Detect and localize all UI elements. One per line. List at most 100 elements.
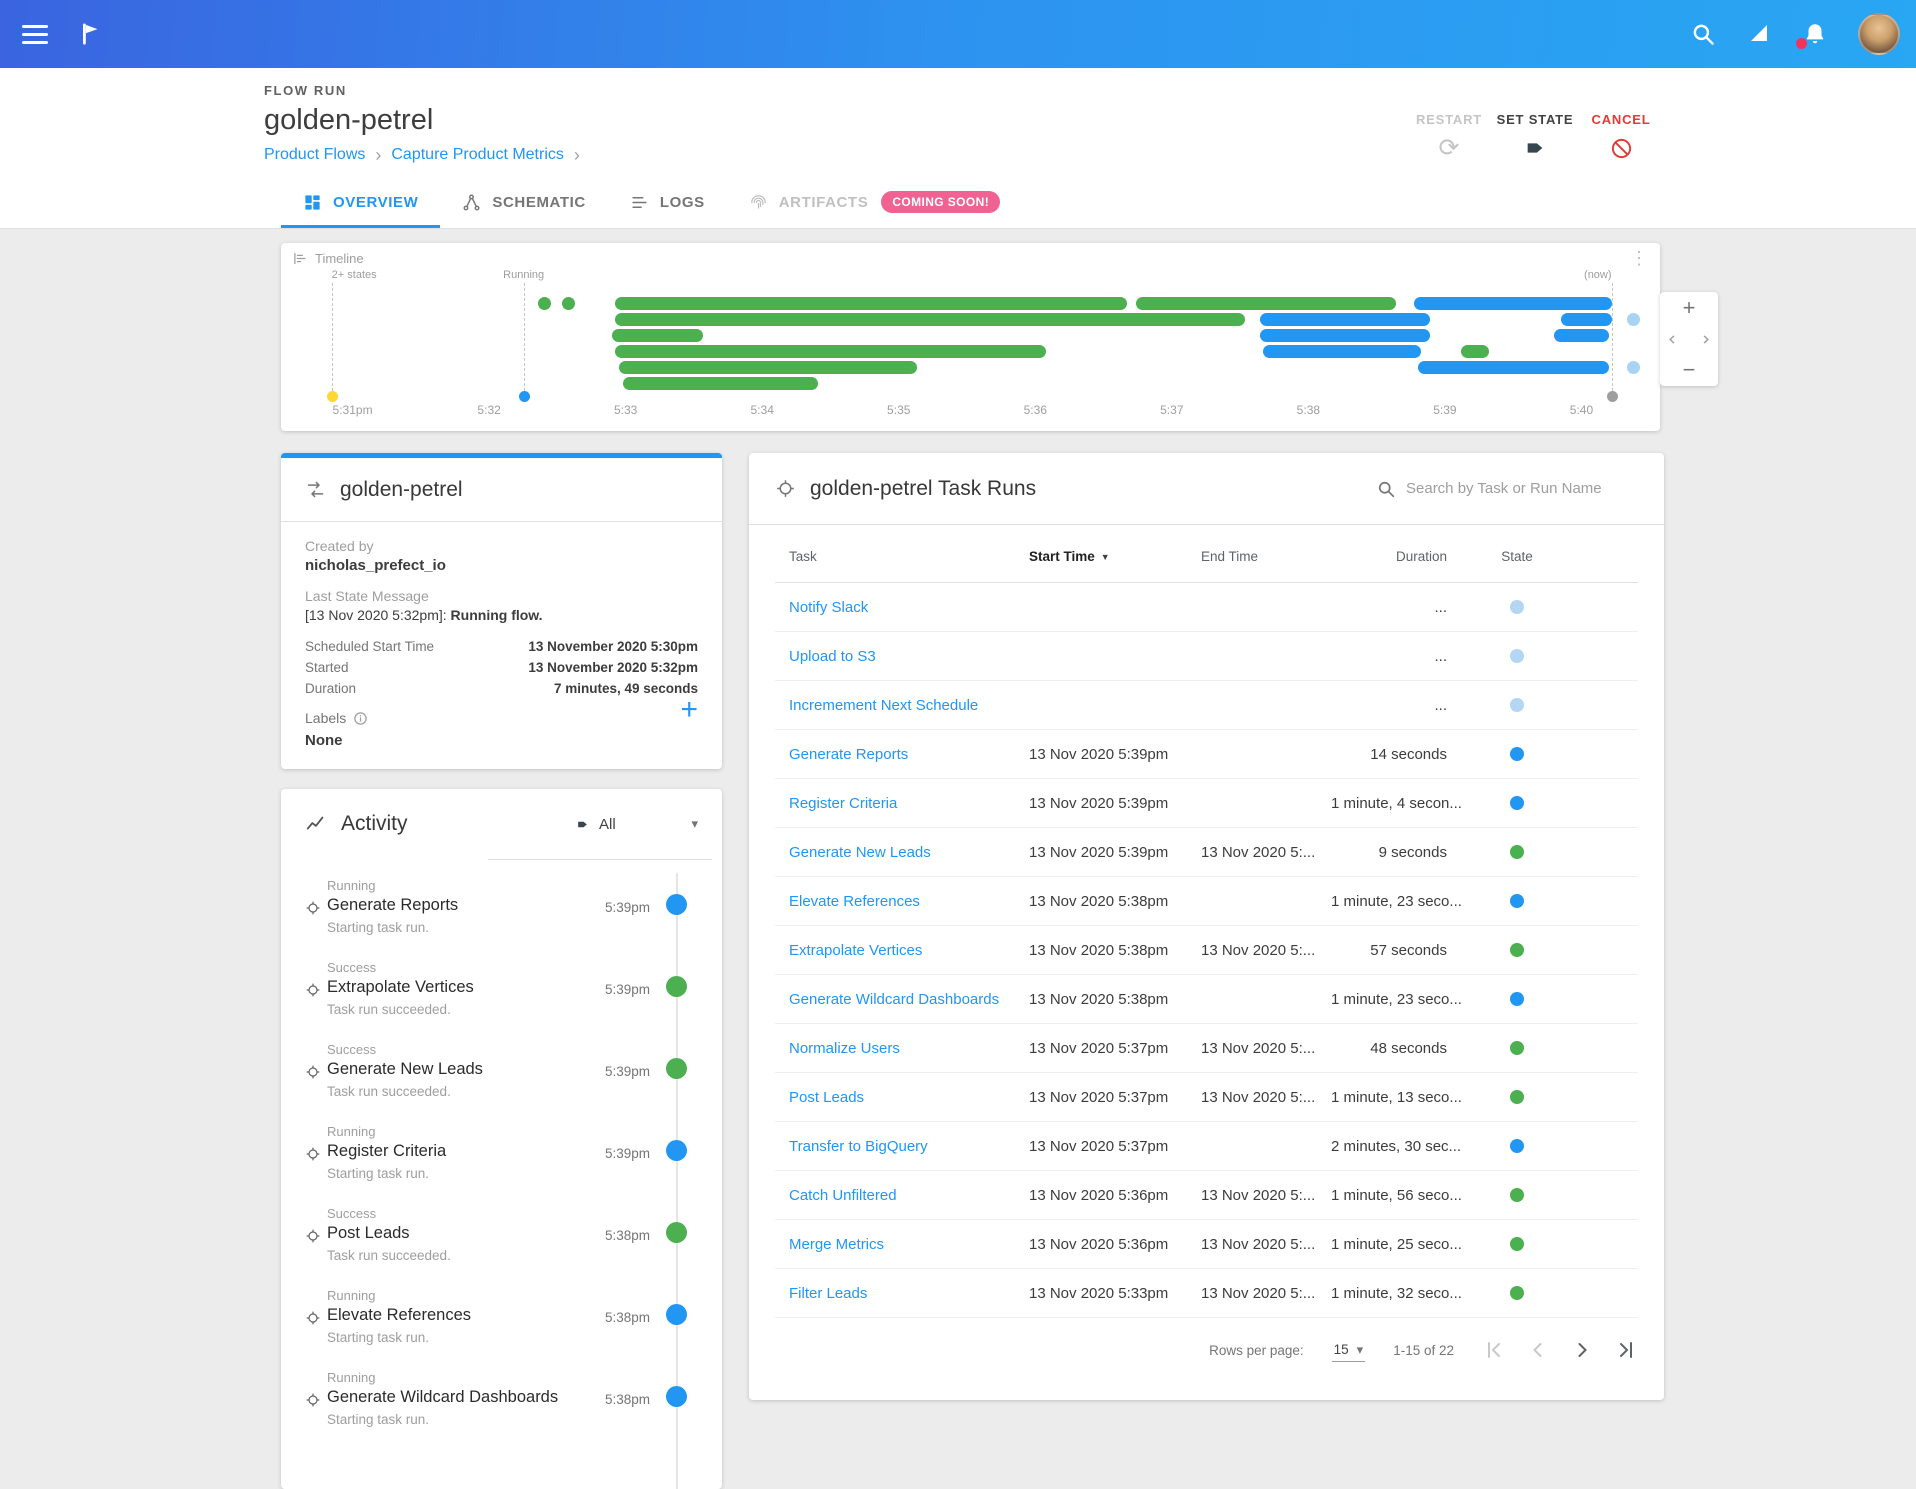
first-page-icon[interactable] [1482,1338,1506,1362]
task-run-row[interactable]: Generate New Leads 13 Nov 2020 5:39pm 13… [775,828,1638,877]
timeline-bar[interactable] [619,361,917,374]
prefect-logo[interactable] [76,20,104,48]
task-start-time: 13 Nov 2020 5:33pm [1029,1285,1201,1302]
pan-left-icon[interactable] [1667,334,1678,345]
task-link[interactable]: Normalize Users [789,1040,900,1057]
task-link[interactable]: Upload to S3 [789,648,876,665]
task-duration: ... [1331,599,1447,616]
task-link[interactable]: Generate Wildcard Dashboards [789,991,999,1008]
next-page-icon[interactable] [1570,1338,1594,1362]
task-link[interactable]: Incremement Next Schedule [789,697,978,714]
tab-logs[interactable]: LOGS [608,176,727,228]
task-link[interactable]: Transfer to BigQuery [789,1138,928,1155]
breadcrumb-link-product-flows[interactable]: Product Flows [264,146,365,164]
zoom-out-button[interactable]: − [1683,359,1696,381]
timeline-bar[interactable] [1136,297,1396,310]
task-run-row[interactable]: Filter Leads 13 Nov 2020 5:33pm 13 Nov 2… [775,1269,1638,1318]
timeline-bar[interactable] [1414,297,1611,310]
timeline-bar[interactable] [1627,313,1640,326]
tab-overview[interactable]: OVERVIEW [281,176,440,228]
task-run-row[interactable]: Catch Unfiltered 13 Nov 2020 5:36pm 13 N… [775,1171,1638,1220]
activity-task-name: Extrapolate Vertices [327,978,474,997]
task-run-row[interactable]: Merge Metrics 13 Nov 2020 5:36pm 13 Nov … [775,1220,1638,1269]
column-header-state[interactable]: State [1447,549,1587,564]
task-runs-card: golden-petrel Task Runs Task Start Time … [749,453,1664,1400]
task-link[interactable]: Filter Leads [789,1285,867,1302]
task-search-input[interactable] [1406,480,1638,497]
timeline-bar[interactable] [538,297,551,310]
zoom-in-button[interactable]: + [1683,297,1696,319]
tab-schematic[interactable]: SCHEMATIC [440,176,607,228]
breadcrumb-link-capture-product-metrics[interactable]: Capture Product Metrics [391,146,564,164]
search-icon[interactable] [1690,21,1716,47]
info-icon[interactable] [353,711,368,726]
timeline-bar[interactable] [1260,313,1430,326]
notifications-bell-icon[interactable] [1802,21,1828,47]
activity-state-dot [666,976,687,997]
task-run-row[interactable]: Transfer to BigQuery 13 Nov 2020 5:37pm … [775,1122,1638,1171]
cancel-button[interactable]: CANCEL [1578,112,1664,162]
set-state-button[interactable]: SET STATE [1492,112,1578,162]
rows-per-page-label: Rows per page: [1209,1343,1304,1358]
task-run-row[interactable]: Incremement Next Schedule ... [775,681,1638,730]
task-run-row[interactable]: Generate Reports 13 Nov 2020 5:39pm 14 s… [775,730,1638,779]
task-link[interactable]: Notify Slack [789,599,868,616]
activity-item: Running Generate Wildcard Dashboards Sta… [281,1363,722,1445]
activity-status: Success [327,1206,376,1221]
pan-right-icon[interactable] [1700,334,1711,345]
timeline-bar[interactable] [562,297,575,310]
last-page-icon[interactable] [1614,1338,1638,1362]
timeline-bar[interactable] [1263,345,1421,358]
timeline-bar[interactable] [1260,329,1430,342]
task-run-row[interactable]: Post Leads 13 Nov 2020 5:37pm 13 Nov 202… [775,1073,1638,1122]
timeline-menu-kebab-icon[interactable]: ⋮ [1630,248,1648,269]
last-state-message-value: [13 Nov 2020 5:32pm]: Running flow. [305,607,698,623]
task-duration: ... [1331,697,1447,714]
menu-icon[interactable] [22,25,48,44]
rows-per-page-select[interactable]: 15 ▾ [1332,1339,1366,1362]
user-avatar[interactable] [1858,13,1900,55]
task-state-dot [1510,1286,1524,1300]
schematic-icon [462,193,481,212]
task-link[interactable]: Elevate References [789,893,920,910]
task-state-dot [1510,894,1524,908]
timeline-bar[interactable] [1627,361,1640,374]
timeline-bar[interactable] [612,329,702,342]
timeline-bar[interactable] [1554,329,1609,342]
add-label-button[interactable]: + [680,695,698,725]
timeline-bar[interactable] [1561,313,1612,326]
column-header-duration[interactable]: Duration [1331,549,1447,564]
column-header-end-time[interactable]: End Time [1201,549,1331,564]
previous-page-icon[interactable] [1526,1338,1550,1362]
column-header-task[interactable]: Task [775,549,1029,564]
task-link[interactable]: Generate Reports [789,746,908,763]
column-header-start-time[interactable]: Start Time ▼ [1029,549,1201,564]
task-run-row[interactable]: Register Criteria 13 Nov 2020 5:39pm 1 m… [775,779,1638,828]
timeline-bar[interactable] [1461,345,1488,358]
task-link[interactable]: Extrapolate Vertices [789,942,922,959]
task-run-row[interactable]: Upload to S3 ... [775,632,1638,681]
activity-icon [305,813,327,835]
activity-filter-select[interactable]: All ▾ [576,816,698,833]
task-link[interactable]: Generate New Leads [789,844,931,861]
task-run-row[interactable]: Generate Wildcard Dashboards 13 Nov 2020… [775,975,1638,1024]
timeline-bar[interactable] [623,377,818,390]
timeline-bar[interactable] [615,345,1046,358]
activity-filter-value: All [599,816,616,833]
task-link[interactable]: Register Criteria [789,795,897,812]
task-link[interactable]: Post Leads [789,1089,864,1106]
timeline-bar[interactable] [615,297,1127,310]
timeline-bar[interactable] [615,313,1244,326]
task-run-row[interactable]: Elevate References 13 Nov 2020 5:38pm 1 … [775,877,1638,926]
activity-task-name: Generate Wildcard Dashboards [327,1388,558,1407]
restart-button[interactable]: RESTART ⟳ [1406,112,1492,162]
task-run-row[interactable]: Notify Slack ... [775,583,1638,632]
task-link[interactable]: Catch Unfiltered [789,1187,897,1204]
timeline-bar[interactable] [1418,361,1609,374]
signal-icon[interactable] [1746,21,1772,47]
tab-artifacts[interactable]: ARTIFACTS COMING SOON! [727,176,1022,228]
activity-feed: Running Generate Reports Starting task r… [281,859,722,1445]
task-run-row[interactable]: Extrapolate Vertices 13 Nov 2020 5:38pm … [775,926,1638,975]
task-link[interactable]: Merge Metrics [789,1236,884,1253]
task-run-row[interactable]: Normalize Users 13 Nov 2020 5:37pm 13 No… [775,1024,1638,1073]
